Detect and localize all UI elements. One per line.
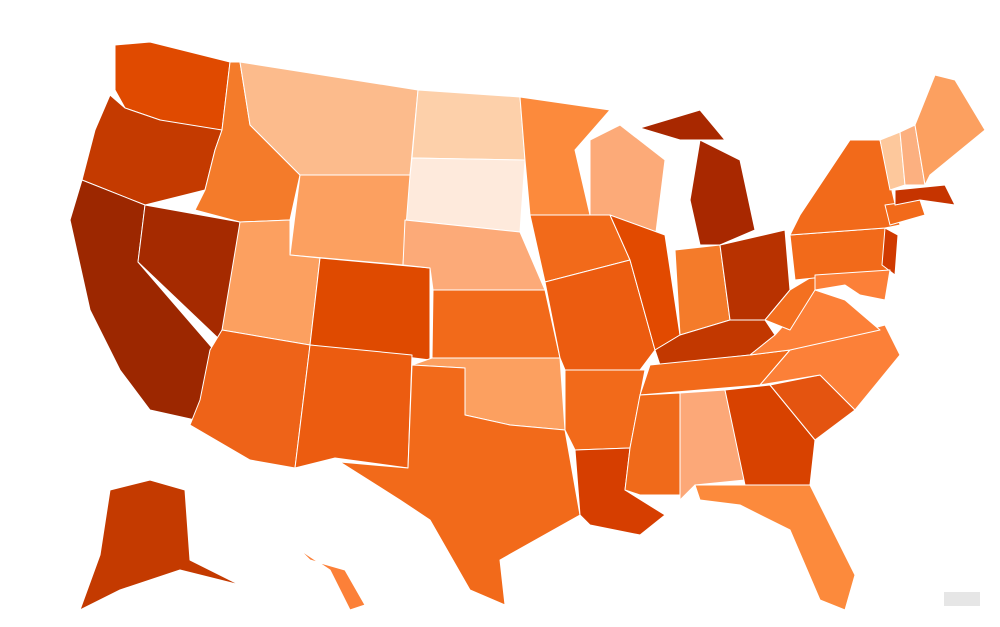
state [694,484,856,611]
state [689,139,756,246]
state [724,384,816,486]
state [339,364,581,606]
state [884,199,926,226]
states [69,41,986,611]
state [894,184,956,206]
state [411,89,526,161]
state [79,479,241,611]
state [881,227,899,276]
state [294,344,413,469]
state [289,174,411,266]
state [814,269,891,301]
watermark [944,592,980,606]
state [404,157,526,233]
state [789,139,901,236]
state [914,74,986,186]
state [309,257,431,361]
state [299,549,366,611]
state [639,109,726,141]
state [679,389,746,501]
state [431,289,561,359]
